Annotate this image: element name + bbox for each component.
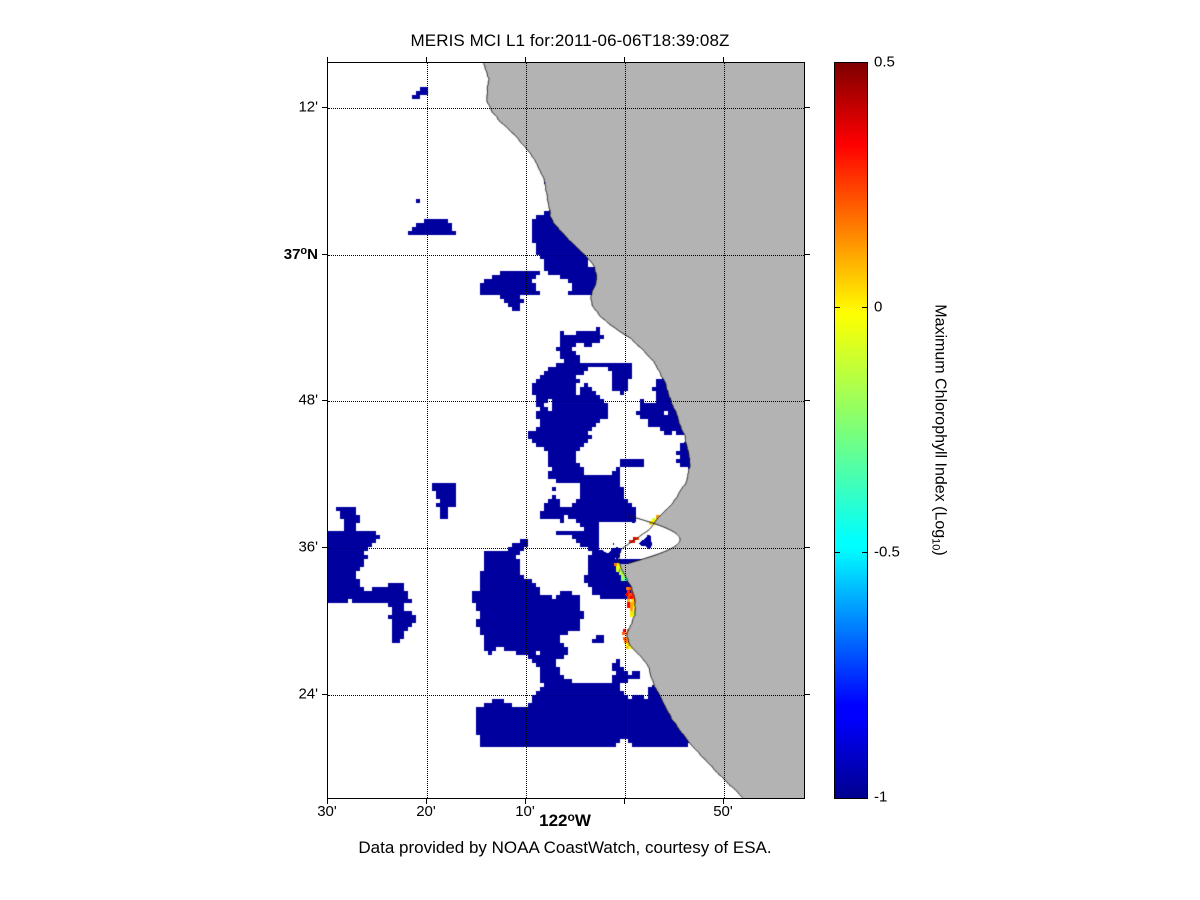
y-tick [322,694,328,695]
colorbar[interactable] [834,62,868,799]
x-tick [327,57,328,63]
figure-title: MERIS MCI L1 for:2011-06-06T18:39:08Z [410,31,730,50]
x-tick [525,798,526,804]
colorbar-gradient [835,63,867,798]
y-tick-label: 24' [298,685,318,703]
y-tick-label: 48' [298,391,318,409]
x-tick [525,57,526,63]
y-tick [322,254,328,255]
x-tick [723,798,724,804]
colorbar-tick [835,307,840,308]
colorbar-tick [835,552,840,553]
x-axis-title: 122oW [539,810,591,831]
x-tick [624,57,625,63]
y-tick [804,547,810,548]
colorbar-tick-label: 0.5 [874,53,895,71]
x-tick-label: 10' [515,803,535,820]
colorbar-title: Maximum Chlorophyll Index (Log10) [929,304,949,556]
y-tick [804,694,810,695]
y-tick [322,547,328,548]
y-tick-label: 36' [298,538,318,556]
x-tick [723,57,724,63]
x-tick [624,798,625,804]
colorbar-tick-label: 0 [874,298,883,316]
satellite-image-canvas [328,63,804,798]
colorbar-tick [862,307,867,308]
x-tick [426,57,427,63]
y-tick [804,400,810,401]
figure-caption: Data provided by NOAA CoastWatch, courte… [358,838,772,857]
colorbar-tick-label: -1 [874,788,888,806]
y-tick [322,400,328,401]
y-tick [322,107,328,108]
colorbar-tick [862,552,867,553]
y-tick-label: 37oN [283,245,318,263]
y-tick-label: 12' [298,98,318,116]
y-tick [804,254,810,255]
colorbar-tick-label: -0.5 [874,543,900,561]
x-tick-label: 20' [416,803,436,820]
x-tick-label: 50' [713,803,733,820]
map-plot-area[interactable] [327,62,805,799]
x-tick-label: 30' [317,803,337,820]
y-tick [804,107,810,108]
x-tick [327,798,328,804]
x-tick [426,798,427,804]
